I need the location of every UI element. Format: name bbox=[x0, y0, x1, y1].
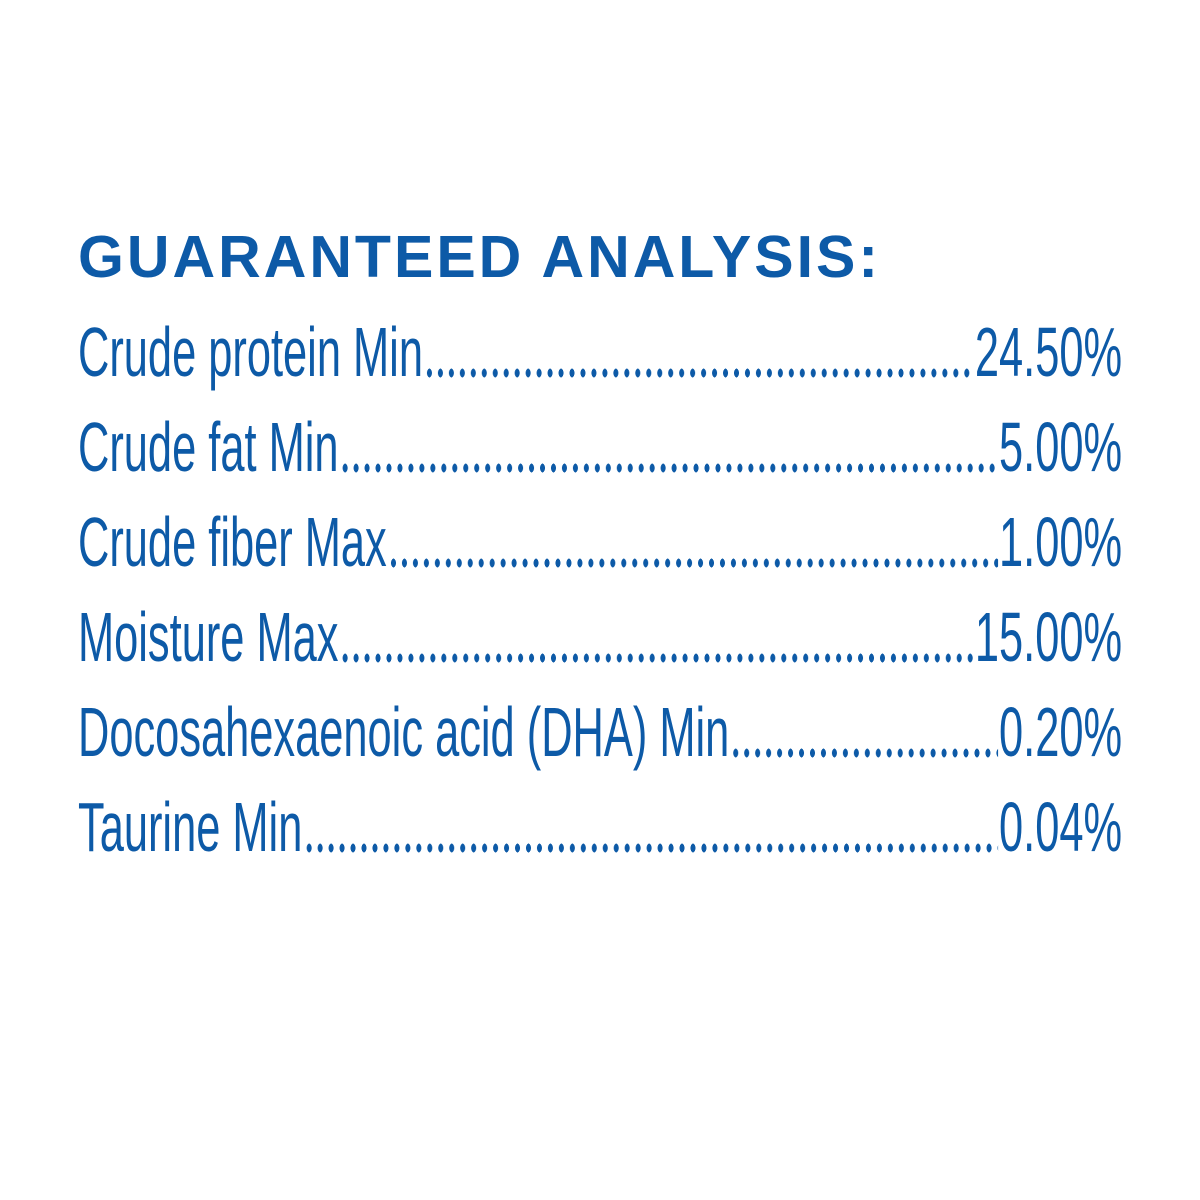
nutrient-label: Crude fiber Max bbox=[78, 503, 387, 581]
nutrient-value: 24.50% bbox=[974, 313, 1123, 391]
dot-leader bbox=[730, 748, 998, 758]
nutrient-label: Crude protein Min bbox=[78, 313, 423, 391]
nutrient-value: 15.00% bbox=[974, 598, 1123, 676]
nutrient-label: Crude fat Min bbox=[78, 408, 339, 486]
nutrient-label: Docosahexaenoic acid (DHA) Min bbox=[78, 693, 730, 771]
analysis-row: Crude protein Min 24.50% bbox=[78, 305, 1122, 400]
title: GUARANTEED ANALYSIS: bbox=[78, 224, 882, 290]
dot-leader bbox=[424, 368, 974, 378]
nutrient-label: Moisture Max bbox=[78, 598, 339, 676]
analysis-row: Crude fat Min 5.00% bbox=[78, 400, 1122, 495]
analysis-table: Crude protein Min 24.50% Crude fat Min 5.00… bbox=[78, 305, 1122, 875]
nutrient-label: Taurine Min bbox=[78, 788, 303, 866]
analysis-row: Moisture Max 15.00% bbox=[78, 590, 1122, 685]
analysis-row: Docosahexaenoic acid (DHA) Min 0.20% bbox=[78, 685, 1122, 780]
dot-leader bbox=[339, 653, 974, 663]
analysis-row: Crude fiber Max 1.00% bbox=[78, 495, 1122, 590]
dot-leader bbox=[339, 463, 998, 473]
nutrient-value: 1.00% bbox=[999, 503, 1123, 581]
analysis-row: Taurine Min 0.04% bbox=[78, 780, 1122, 875]
nutrient-value: 0.04% bbox=[999, 788, 1123, 866]
dot-leader bbox=[303, 843, 998, 853]
nutrient-value: 5.00% bbox=[999, 408, 1123, 486]
dot-leader bbox=[387, 558, 998, 568]
nutrient-value: 0.20% bbox=[999, 693, 1123, 771]
